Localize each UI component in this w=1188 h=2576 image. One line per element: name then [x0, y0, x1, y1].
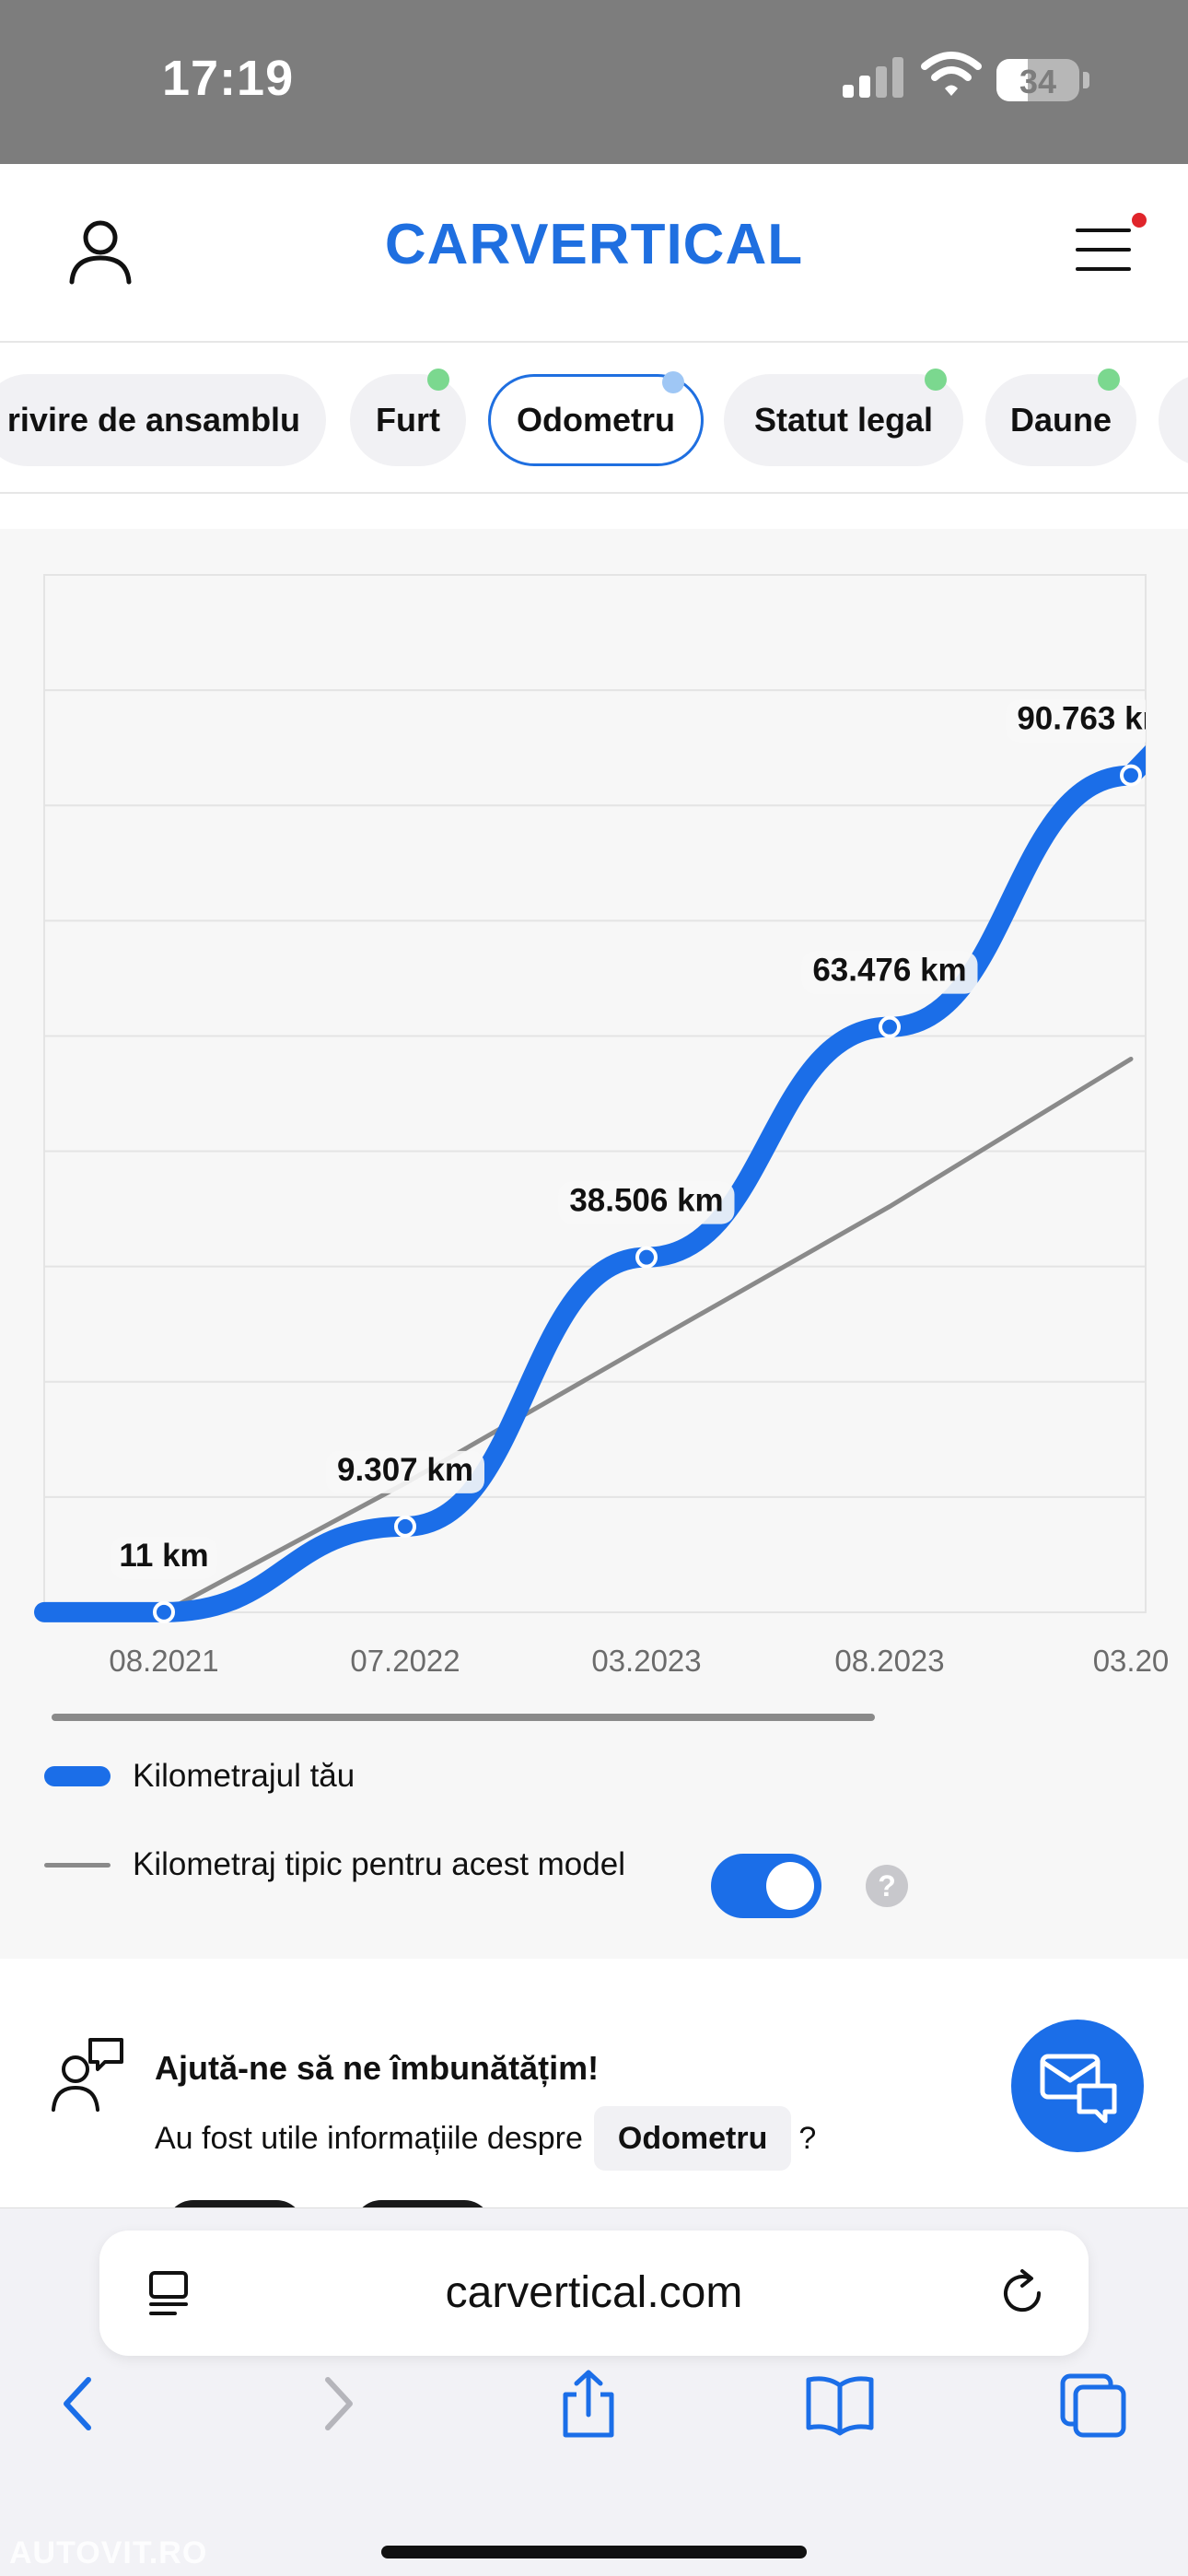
mileage-label-bg	[558, 1181, 735, 1224]
home-indicator	[381, 2546, 807, 2558]
mileage-points	[153, 764, 1142, 1623]
page-menu-icon[interactable]	[146, 2269, 192, 2319]
mileage-label-bg	[801, 951, 978, 994]
legend-typical-mileage: Kilometraj tipic pentru acest model	[44, 1837, 625, 1892]
mileage-label: 63.476 km	[812, 953, 966, 989]
chart-horizontal-scrollbar[interactable]	[52, 1714, 875, 1721]
chat-support-button[interactable]	[1011, 2020, 1144, 2152]
mileage-label: 9.307 km	[337, 1452, 473, 1488]
bookmarks-icon[interactable]	[803, 2367, 877, 2441]
status-time: 17:19	[162, 51, 295, 106]
gridlines	[44, 689, 1146, 1498]
mileage-point	[879, 1015, 901, 1038]
carvertical-logo[interactable]: CARVERTICAL	[384, 213, 804, 276]
x-tick-label: 03.2023	[591, 1644, 701, 1678]
feedback-section: Ajută-ne să ne îmbunătățim! Au fost util…	[0, 1959, 1188, 2228]
mileage-label-bg	[1006, 699, 1146, 743]
forward-icon[interactable]	[315, 2367, 361, 2441]
legend-swatch-typical	[44, 1862, 111, 1868]
odometer-chart: 11 km 9.307 km 38.506 km 63.476 km 90.763 km…	[34, 574, 1171, 1678]
legend-typical-label: Kilometraj tipic pentru acest model	[133, 1846, 625, 1882]
plot-area	[43, 574, 1147, 1613]
x-axis-ticks: 08.2021 07.2022 03.2023 08.2023 03.20	[109, 1644, 1169, 1678]
tab-legal-status[interactable]: Statut legal	[724, 369, 963, 466]
browser-toolbar: carvertical.com	[0, 2207, 1188, 2576]
mileage-point	[635, 1246, 658, 1269]
mileage-point	[394, 1515, 416, 1538]
mileage-labels: 11 km 9.307 km 38.506 km 63.476 km 90.763 km	[111, 699, 1171, 1579]
mileage-label: 90.763 km	[1017, 701, 1171, 737]
legend-swatch-own	[44, 1766, 111, 1786]
chat-envelope-icon	[1040, 2054, 1117, 2124]
x-tick-label: 08.2021	[109, 1644, 218, 1678]
legend-own-label: Kilometrajul tău	[133, 1758, 355, 1794]
help-icon[interactable]: ?	[866, 1865, 908, 1907]
tab-damage[interactable]: Daune	[985, 369, 1136, 466]
tab-more[interactable]	[1159, 374, 1188, 466]
share-icon[interactable]	[556, 2367, 621, 2441]
tab-odometer[interactable]: Odometru	[488, 371, 704, 466]
user-icon[interactable]	[66, 217, 134, 286]
x-tick-label: 08.2023	[834, 1644, 944, 1678]
mileage-point	[1120, 764, 1142, 787]
mileage-label: 11 km	[119, 1538, 208, 1574]
notification-dot	[1129, 210, 1149, 230]
odometer-chart-card: 11 km 9.307 km 38.506 km 63.476 km 90.763 km…	[0, 529, 1188, 1959]
back-icon[interactable]	[55, 2367, 101, 2441]
typical-mileage-line	[161, 1056, 1134, 1615]
feedback-topic-chip: Odometru	[593, 2106, 792, 2171]
mileage-label-bg	[111, 1536, 217, 1579]
battery-icon: 34	[996, 59, 1079, 101]
feedback-person-icon	[52, 2038, 123, 2112]
hamburger-menu-icon[interactable]	[1074, 225, 1133, 275]
wifi-icon	[921, 52, 982, 96]
x-tick-label: 03.20	[1093, 1644, 1170, 1678]
cellular-signal-icon	[843, 57, 903, 98]
mileage-point	[153, 1600, 175, 1623]
tab-theft[interactable]: Furt	[350, 369, 466, 466]
app-header: CARVERTICAL	[0, 164, 1188, 343]
mileage-label: 38.506 km	[569, 1183, 723, 1219]
mileage-label-bg	[326, 1450, 484, 1493]
report-tabs: rivire de ansamblu Furt Odometru Statut …	[0, 343, 1188, 494]
address-bar[interactable]: carvertical.com	[99, 2231, 1089, 2356]
own-mileage-line	[34, 744, 1146, 1622]
watermark: AUTOVIT.RO	[9, 2535, 208, 2570]
battery-level: 34	[1019, 63, 1057, 100]
tab-overview[interactable]: rivire de ansamblu	[0, 374, 326, 466]
url-text: carvertical.com	[445, 2268, 743, 2317]
tabs-icon[interactable]	[1057, 2367, 1131, 2441]
x-tick-label: 07.2022	[350, 1644, 460, 1678]
status-bar: 17:19 34	[0, 0, 1188, 164]
typical-mileage-toggle[interactable]	[711, 1854, 821, 1918]
feedback-title: Ajută-ne să ne îmbunătățim!	[155, 2049, 600, 2087]
feedback-question: Au fost utile informațiile despre Odomet…	[155, 2106, 816, 2171]
reload-icon[interactable]	[996, 2267, 1048, 2319]
legend-own-mileage: Kilometrajul tău	[44, 1749, 355, 1804]
